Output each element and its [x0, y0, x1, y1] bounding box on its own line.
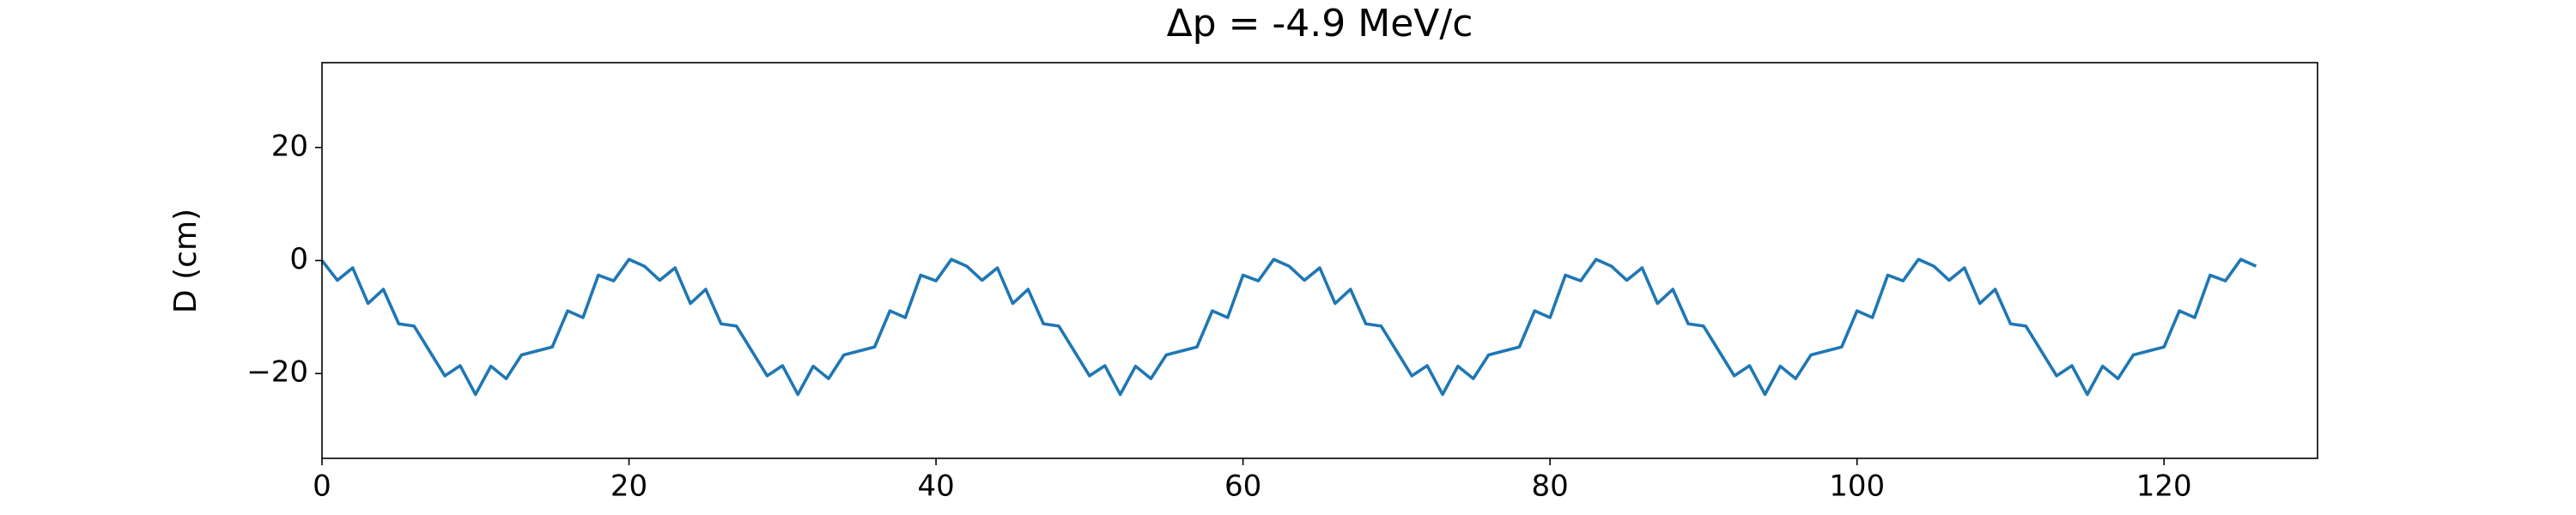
x-tick-label: 40	[917, 470, 954, 504]
y-axis-label: D (cm)	[168, 209, 204, 313]
x-tick-label: 120	[2136, 470, 2192, 504]
x-tick-label: 80	[1532, 470, 1569, 504]
data-line	[320, 258, 2257, 397]
y-tick-label: 0	[289, 242, 308, 276]
x-tick-label: 20	[611, 470, 647, 504]
chart-title: Δp = -4.9 MeV/c	[1167, 2, 1473, 45]
x-tick-label: 100	[1829, 470, 1885, 504]
x-tick-label: 60	[1224, 470, 1261, 504]
plot-frame	[321, 62, 2318, 459]
y-tick-label: −20	[246, 355, 308, 390]
x-tick-label: 0	[313, 470, 331, 504]
y-tick-label: 20	[271, 129, 308, 163]
